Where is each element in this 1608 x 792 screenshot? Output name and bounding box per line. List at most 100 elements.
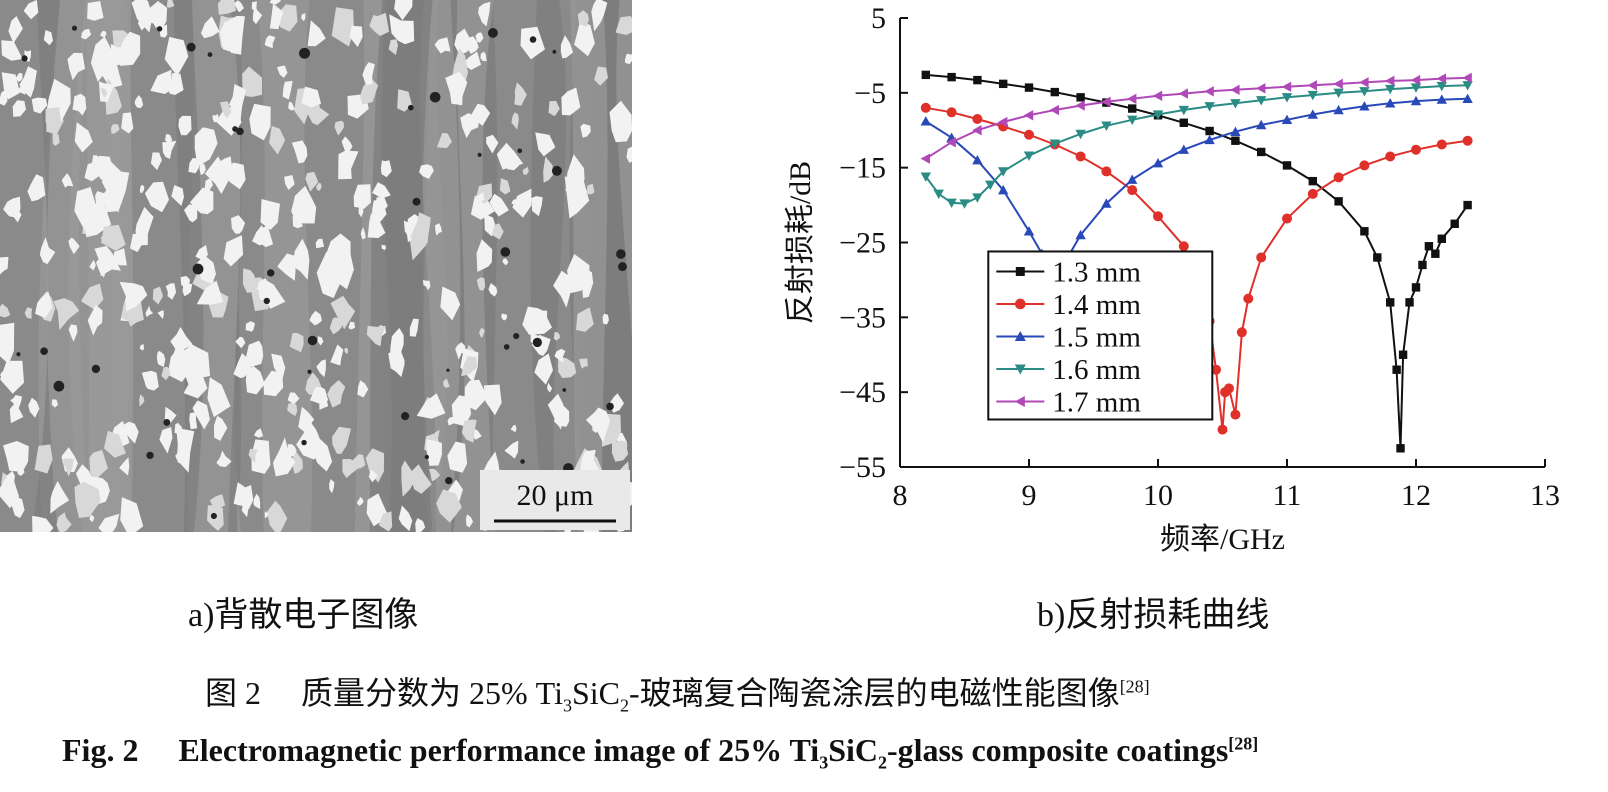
sem-grain bbox=[51, 399, 58, 408]
figure-caption-chinese: 图 2 质量分数为 25% Ti3SiC2-玻璃复合陶瓷涂层的电磁性能图像[28… bbox=[205, 668, 1150, 716]
data-point-marker bbox=[1153, 211, 1163, 222]
series-1 bbox=[921, 70, 1472, 453]
sem-grain bbox=[43, 30, 53, 46]
sem-grain bbox=[435, 223, 442, 236]
y-axis-label: 反射损耗/dB bbox=[784, 161, 817, 324]
sem-grain bbox=[362, 62, 375, 86]
sem-grain bbox=[401, 460, 414, 497]
sem-grain bbox=[113, 248, 127, 266]
sem-grain bbox=[145, 305, 154, 318]
sem-grain bbox=[378, 511, 393, 532]
x-axis-label: 频率/GHz bbox=[1160, 523, 1285, 556]
sem-grain bbox=[98, 513, 120, 532]
sem-grain bbox=[520, 26, 545, 60]
sem-grain bbox=[611, 440, 629, 462]
sem-grain bbox=[330, 295, 356, 330]
sem-pore bbox=[21, 55, 28, 62]
data-point-marker bbox=[1152, 157, 1164, 168]
sem-pore bbox=[40, 347, 48, 356]
data-point-marker bbox=[1127, 174, 1138, 184]
sem-grain bbox=[121, 112, 134, 134]
sem-grain bbox=[581, 449, 596, 468]
sem-grain bbox=[252, 5, 263, 25]
caption-en-sub1: 3 bbox=[819, 752, 829, 773]
sem-grain bbox=[443, 378, 450, 388]
series-4 bbox=[920, 81, 1473, 209]
sem-grain bbox=[475, 32, 484, 43]
sem-grain bbox=[397, 89, 412, 112]
sem-pore bbox=[267, 269, 275, 277]
sem-grain bbox=[460, 113, 479, 139]
y-tick-label: 5 bbox=[871, 2, 886, 35]
sem-grain bbox=[170, 326, 193, 350]
data-point-marker bbox=[1333, 172, 1344, 183]
sem-grain bbox=[426, 439, 442, 466]
sem-grain bbox=[97, 155, 115, 177]
x-tick-label: 11 bbox=[1273, 479, 1302, 512]
data-point-marker bbox=[1223, 383, 1234, 394]
sem-grain bbox=[189, 412, 198, 430]
sem-grain bbox=[39, 237, 56, 265]
sem-grain bbox=[8, 16, 23, 44]
sem-grain bbox=[156, 350, 166, 367]
sem-grain bbox=[273, 437, 296, 477]
data-point-marker bbox=[1230, 409, 1241, 420]
sem-grain bbox=[462, 51, 481, 70]
sem-grain bbox=[338, 150, 359, 180]
data-point-marker bbox=[1204, 86, 1214, 97]
sem-grain bbox=[102, 186, 122, 213]
data-point-marker bbox=[1431, 249, 1440, 258]
sem-grain bbox=[74, 481, 101, 518]
sem-grain bbox=[248, 448, 258, 463]
data-point-marker bbox=[1230, 99, 1241, 109]
sem-grain bbox=[579, 358, 588, 369]
sem-grain bbox=[214, 415, 228, 441]
sem-grain bbox=[332, 426, 352, 454]
sem-grain bbox=[269, 3, 284, 30]
data-point-marker bbox=[1307, 109, 1318, 119]
caption-en-sub2: 2 bbox=[877, 752, 887, 773]
sem-pore bbox=[156, 26, 163, 32]
sem-grain bbox=[147, 0, 165, 25]
sem-grain bbox=[61, 458, 74, 477]
data-point-marker bbox=[946, 107, 957, 118]
sem-grain bbox=[615, 16, 632, 35]
sem-grain bbox=[98, 81, 115, 102]
sem-pore bbox=[532, 337, 542, 348]
sem-grain bbox=[390, 327, 404, 359]
data-point-marker bbox=[1015, 266, 1025, 276]
sem-grain bbox=[195, 245, 208, 261]
data-point-marker bbox=[1410, 95, 1422, 106]
sem-streak bbox=[369, 0, 433, 532]
legend-label: 1.5 mm bbox=[1052, 321, 1141, 353]
sem-grain bbox=[80, 283, 104, 310]
sem-grain bbox=[357, 380, 369, 398]
data-point-marker bbox=[1333, 104, 1344, 115]
sem-grain bbox=[315, 238, 325, 249]
sem-grain bbox=[479, 327, 485, 338]
sem-pore bbox=[424, 454, 430, 460]
data-point-marker bbox=[1436, 94, 1447, 104]
legend-label: 1.4 mm bbox=[1052, 289, 1141, 321]
sem-grain bbox=[222, 15, 245, 55]
sem-pore bbox=[488, 28, 498, 38]
sem-grain bbox=[461, 419, 477, 443]
sem-grain bbox=[81, 28, 92, 40]
sem-grain bbox=[465, 514, 474, 528]
caption-cn-sub1: 3 bbox=[562, 695, 572, 716]
data-point-marker bbox=[1050, 87, 1059, 97]
sem-grain bbox=[366, 325, 386, 347]
sem-grain bbox=[359, 78, 379, 105]
y-tick-label: −15 bbox=[839, 152, 886, 185]
sem-grain bbox=[553, 270, 575, 308]
sem-grain bbox=[269, 0, 281, 5]
sem-grain bbox=[553, 332, 560, 341]
data-point-marker bbox=[1398, 350, 1408, 359]
y-tick-label: −35 bbox=[839, 301, 886, 334]
data-point-marker bbox=[972, 193, 983, 203]
sem-grain bbox=[84, 161, 105, 182]
sem-pore bbox=[606, 402, 614, 411]
sem-grain bbox=[0, 371, 5, 380]
data-point-marker bbox=[972, 114, 983, 125]
sem-pore bbox=[236, 127, 244, 136]
